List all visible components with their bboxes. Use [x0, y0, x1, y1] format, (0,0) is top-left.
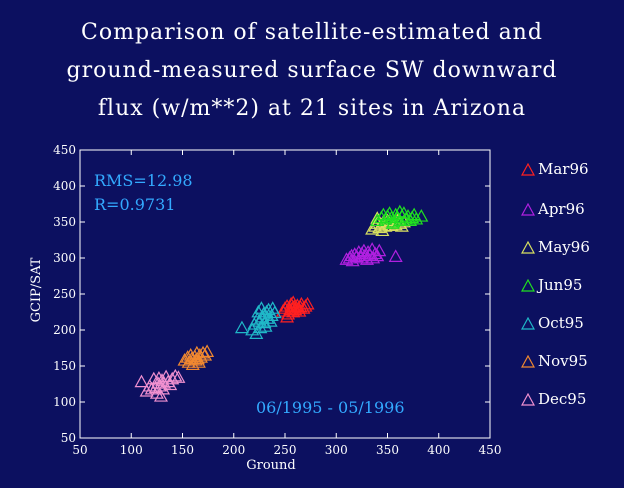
data-point-apr96 — [347, 247, 362, 260]
legend-label: Oct95 — [538, 314, 584, 332]
triangle-icon — [520, 202, 536, 216]
y-tick-label: 250 — [53, 287, 76, 301]
y-tick-label: 100 — [53, 395, 76, 409]
y-axis-label: GCIP/SAT — [29, 257, 44, 322]
legend-item-jun95: Jun95 — [520, 276, 583, 294]
rms-annotation: RMS=12.98 — [94, 171, 193, 190]
data-point-dec95 — [159, 369, 174, 383]
x-tick-label: 50 — [72, 443, 87, 457]
data-point-nov95 — [200, 344, 215, 357]
data-point-mar96 — [296, 301, 311, 314]
legend-item-mar96: Mar96 — [520, 160, 589, 178]
legend-item-apr96: Apr96 — [520, 200, 585, 218]
y-tick-label: 300 — [53, 251, 76, 265]
legend-item-oct95: Oct95 — [520, 314, 584, 332]
data-point-oct95 — [259, 304, 274, 318]
data-point-apr96 — [351, 245, 366, 258]
data-point-mar96 — [280, 309, 295, 323]
legend-label: May96 — [538, 238, 590, 256]
data-point-nov95 — [180, 350, 195, 363]
legend-label: Dec95 — [538, 390, 587, 408]
data-point-apr96 — [388, 249, 403, 262]
data-point-nov95 — [183, 347, 198, 361]
y-tick-label: 400 — [53, 179, 76, 193]
triangle-icon — [520, 240, 536, 254]
legend-label: Nov95 — [538, 352, 588, 370]
data-point-dec95 — [171, 370, 186, 383]
y-tick-label: 50 — [61, 431, 76, 445]
legend-label: Mar96 — [538, 160, 589, 178]
triangle-icon — [520, 278, 536, 292]
data-point-apr96 — [368, 246, 383, 260]
r-annotation: R=0.9731 — [94, 195, 175, 214]
legend-item-may96: May96 — [520, 238, 590, 256]
data-point-dec95 — [168, 368, 183, 382]
x-tick-label: 150 — [171, 443, 194, 457]
chart-title-line-2: ground-measured surface SW downward — [66, 58, 558, 83]
data-point-apr96 — [356, 243, 371, 257]
x-tick-label: 200 — [222, 443, 245, 457]
chart-title-line-3: flux (w/m**2) at 21 sites in Arizona — [97, 96, 527, 121]
data-point-may96 — [370, 211, 385, 224]
x-tick-label: 100 — [120, 443, 143, 457]
y-tick-label: 200 — [53, 323, 76, 337]
legend-label: Jun95 — [538, 276, 583, 294]
triangle-icon — [520, 162, 536, 176]
data-point-may96 — [375, 223, 390, 237]
data-point-mar96 — [298, 299, 313, 312]
x-tick-label: 400 — [427, 443, 450, 457]
x-tick-label: 300 — [325, 443, 348, 457]
data-point-nov95 — [195, 345, 211, 359]
data-point-jun95 — [414, 209, 429, 222]
data-point-oct95 — [264, 308, 279, 321]
data-point-jun95 — [392, 204, 407, 218]
legend-item-nov95: Nov95 — [520, 352, 588, 370]
data-point-oct95 — [267, 305, 282, 319]
y-tick-label: 350 — [53, 215, 76, 229]
data-point-oct95 — [234, 320, 249, 334]
x-tick-label: 450 — [479, 443, 502, 457]
period-annotation: 06/1995 - 05/1996 — [256, 398, 405, 417]
chart-title-line-1: Comparison of satellite-estimated and — [81, 20, 543, 45]
x-tick-label: 350 — [376, 443, 399, 457]
y-tick-label: 150 — [53, 359, 76, 373]
data-point-mar96 — [300, 296, 315, 310]
triangle-icon — [520, 316, 536, 330]
data-point-jun95 — [409, 211, 424, 225]
data-point-dec95 — [153, 389, 168, 402]
triangle-icon — [520, 392, 536, 406]
y-tick-label: 450 — [53, 143, 76, 157]
data-point-apr96 — [372, 243, 387, 257]
x-axis-label: Ground — [246, 458, 296, 473]
triangle-icon — [520, 354, 536, 368]
data-point-mar96 — [286, 295, 301, 309]
data-point-jun95 — [385, 216, 400, 229]
data-point-dec95 — [134, 374, 149, 388]
x-tick-label: 250 — [274, 443, 297, 457]
legend-label: Apr96 — [538, 200, 585, 218]
legend-item-dec95: Dec95 — [520, 390, 587, 408]
